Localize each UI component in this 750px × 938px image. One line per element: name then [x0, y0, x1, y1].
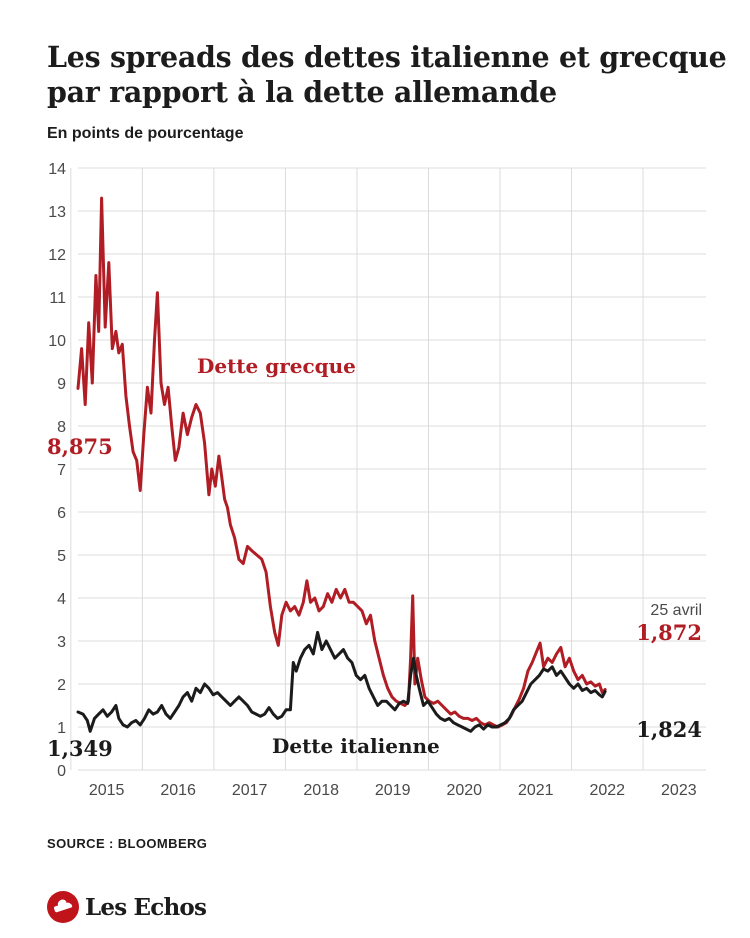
grid-lines: [70, 167, 706, 771]
chart-title: Les spreads des dettes italienne et grec…: [47, 40, 727, 109]
end-date-label: 25 avril: [650, 602, 702, 619]
x-tick-label: 2016: [160, 782, 196, 799]
italian-spread-line: [76, 630, 607, 733]
y-tick-label: 10: [48, 333, 66, 350]
y-tick-label: 7: [57, 462, 66, 479]
y-tick-label: 6: [57, 505, 66, 522]
y-tick-label: 4: [57, 591, 66, 608]
brand-name: Les Echos: [85, 893, 207, 921]
greek-end-value: 1,872: [636, 620, 702, 645]
y-tick-label: 3: [57, 634, 66, 651]
italian-end-value: 1,824: [636, 717, 702, 742]
y-tick-label: 14: [48, 161, 66, 178]
x-tick-label: 2021: [518, 782, 554, 799]
y-tick-label: 9: [57, 376, 66, 393]
x-tick-label: 2015: [89, 782, 125, 799]
x-tick-label: 2018: [303, 782, 339, 799]
echos-logo-icon: [47, 891, 79, 923]
brand-logo: Les Echos: [47, 890, 207, 924]
y-tick-label: 8: [57, 419, 66, 436]
greek-series-label: Dette grecque: [197, 354, 356, 378]
y-tick-label: 12: [48, 247, 66, 264]
x-tick-label: 2019: [375, 782, 411, 799]
x-tick-label: 2017: [232, 782, 268, 799]
x-tick-label: 2020: [446, 782, 482, 799]
y-tick-label: 1: [57, 720, 66, 737]
italian-series-label: Dette italienne: [272, 734, 440, 758]
y-tick-label: 13: [48, 204, 66, 221]
greek-start-value: 8,875: [47, 434, 113, 459]
italian-start-value: 1,349: [47, 736, 113, 761]
series-lines: [76, 196, 607, 733]
y-tick-label: 0: [57, 763, 66, 780]
y-tick-label: 11: [49, 290, 66, 307]
y-tick-label: 5: [57, 548, 66, 565]
x-tick-label: 2022: [589, 782, 625, 799]
x-tick-label: 2023: [661, 782, 697, 799]
y-tick-label: 2: [57, 677, 66, 694]
source-note: SOURCE : BLOOMBERG: [47, 836, 208, 851]
chart-subtitle: En points de pourcentage: [47, 125, 244, 142]
x-axis-ticks: 2015 2016 2017 2018 2019 2020 2021 2022 2023: [89, 782, 697, 799]
greek-spread-line: [76, 196, 607, 729]
